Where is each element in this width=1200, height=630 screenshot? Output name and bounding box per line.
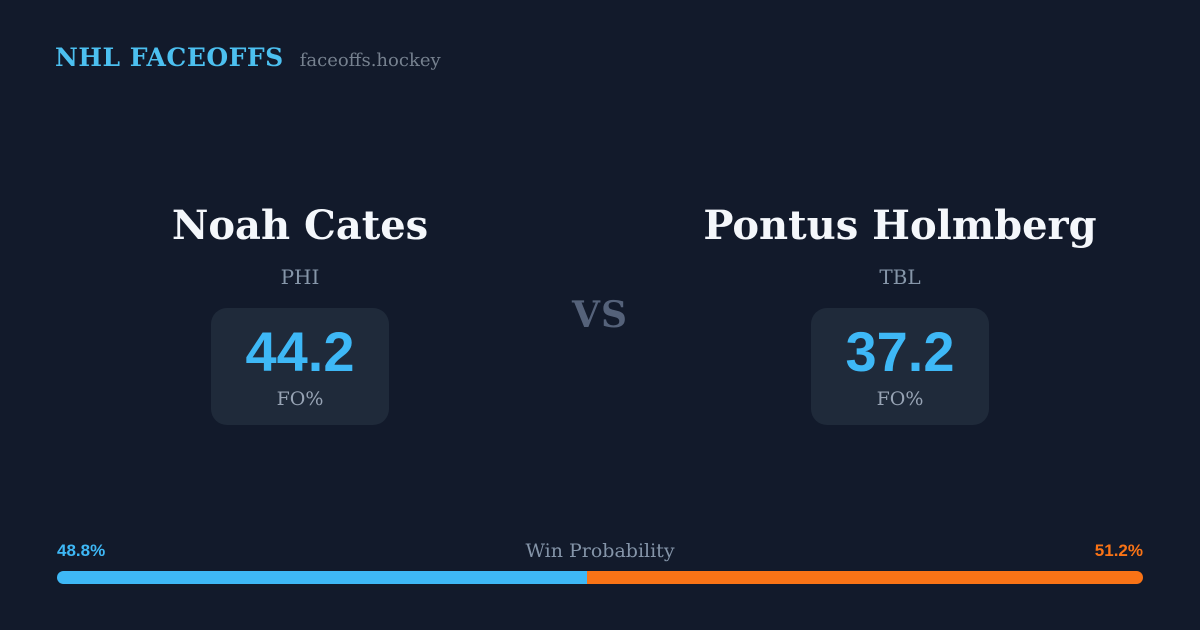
stat-value: 44.2 <box>245 320 355 383</box>
player-card-right: Pontus Holmberg TBL 37.2 FO% <box>600 206 1200 425</box>
player-card-left: Noah Cates PHI 44.2 FO% <box>0 206 600 425</box>
win-probability-section: 48.8% Win Probability 51.2% <box>57 541 1143 584</box>
player-name: Pontus Holmberg <box>703 202 1097 249</box>
stat-box: 44.2 FO% <box>211 308 389 425</box>
win-probability-bar-right-segment <box>586 571 1143 584</box>
win-probability-bar <box>57 571 1143 584</box>
win-probability-left-pct: 48.8% <box>57 541 106 560</box>
brand-logo-text: NHL FACEOFFS <box>55 43 284 72</box>
win-probability-right-pct: 51.2% <box>1094 541 1143 560</box>
player-name: Noah Cates <box>171 202 429 249</box>
player-team: TBL <box>879 265 921 289</box>
stat-label: FO% <box>276 388 324 410</box>
matchup-section: Noah Cates PHI 44.2 FO% Pontus Holmberg … <box>0 206 1200 425</box>
win-probability-title: Win Probability <box>525 540 675 562</box>
win-probability-labels: 48.8% Win Probability 51.2% <box>57 541 1143 561</box>
stat-label: FO% <box>876 388 924 410</box>
site-url-text: faceoffs.hockey <box>299 50 441 71</box>
stat-box: 37.2 FO% <box>811 308 989 425</box>
win-probability-bar-left-segment <box>57 571 587 584</box>
vs-divider-label: VS <box>572 294 628 336</box>
player-team: PHI <box>280 265 320 289</box>
header: NHL FACEOFFS faceoffs.hockey <box>55 44 441 72</box>
stat-value: 37.2 <box>845 320 955 383</box>
